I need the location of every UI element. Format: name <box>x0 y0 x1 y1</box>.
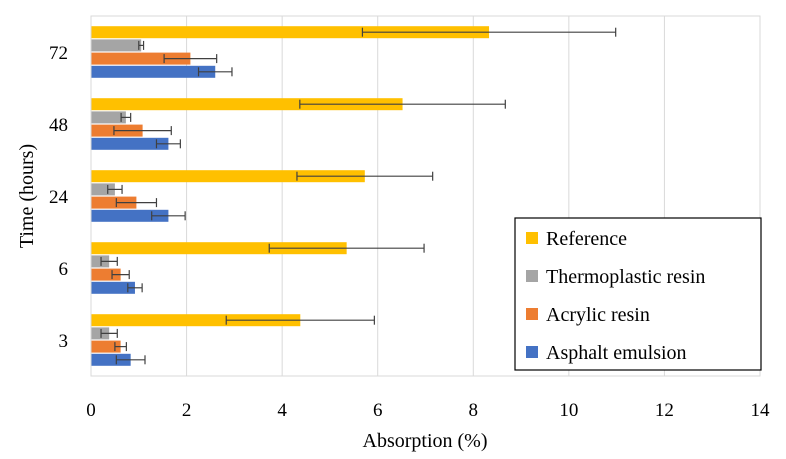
bar-thermoplastic-resin-6h <box>91 255 110 268</box>
y-tick-label: 72 <box>49 43 68 64</box>
error-bar-asphalt-emulsion-3h <box>115 355 146 365</box>
bar-thermoplastic-resin-72h <box>91 39 142 52</box>
bar-reference-6h <box>91 242 347 255</box>
x-tick-label: 4 <box>277 400 287 421</box>
plot-area-frame <box>90 15 761 377</box>
x-tick-label: 6 <box>373 400 383 421</box>
error-bar-thermoplastic-resin-48h <box>120 112 132 122</box>
x-tick-label: 8 <box>469 400 479 421</box>
error-bar-asphalt-emulsion-48h <box>155 139 181 149</box>
error-bar-reference-6h <box>268 243 425 253</box>
bar-reference-48h <box>91 98 403 111</box>
x-tick-label: 14 <box>751 400 771 421</box>
error-bar-asphalt-emulsion-72h <box>197 67 233 77</box>
x-axis-title: Absorption (%) <box>363 430 488 452</box>
legend-label-reference: Reference <box>546 228 627 250</box>
y-tick-label: 24 <box>49 187 69 208</box>
legend-swatch-asphalt-emulsion <box>526 346 538 358</box>
error-bar-acrylic-resin-6h <box>111 270 130 280</box>
error-bar-thermoplastic-resin-24h <box>107 184 123 194</box>
legend-items: Reference Thermoplastic resin Acrylic resi… <box>526 228 705 364</box>
y-tick-label: 48 <box>49 115 68 136</box>
error-bar-thermoplastic-resin-6h <box>100 256 118 266</box>
bar-asphalt-emulsion-72h <box>91 65 216 78</box>
x-tick-label: 2 <box>182 400 192 421</box>
y-tick-labels: 3 6 24 48 72 <box>49 43 69 352</box>
error-bar-acrylic-resin-72h <box>163 54 218 64</box>
y-axis-title: Time (hours) <box>16 144 38 248</box>
bar-reference-72h <box>91 26 490 39</box>
x-tick-label: 12 <box>655 400 674 421</box>
error-bar-thermoplastic-resin-3h <box>100 328 118 338</box>
legend-swatch-reference <box>526 232 538 244</box>
bar-asphalt-emulsion-6h <box>91 281 135 294</box>
error-bar-reference-24h <box>296 171 434 181</box>
bar-thermoplastic-resin-24h <box>91 183 115 196</box>
bar-thermoplastic-resin-3h <box>91 327 110 340</box>
legend: Reference Thermoplastic resin Acrylic resi… <box>514 217 762 371</box>
error-bar-layer <box>100 27 617 365</box>
y-tick-label: 6 <box>59 259 69 280</box>
x-tick-label: 10 <box>559 400 578 421</box>
legend-label-acrylic-resin: Acrylic resin <box>546 304 650 326</box>
bar-layer <box>91 26 490 366</box>
legend-frame <box>514 217 762 371</box>
x-tick-labels: 0 2 4 6 8 10 12 14 <box>86 400 770 421</box>
error-bar-reference-3h <box>225 315 375 325</box>
legend-label-thermoplastic-resin: Thermoplastic resin <box>546 266 705 288</box>
bar-asphalt-emulsion-24h <box>91 209 169 222</box>
error-bar-asphalt-emulsion-24h <box>151 211 186 221</box>
error-bar-acrylic-resin-24h <box>115 198 158 208</box>
bar-acrylic-resin-6h <box>91 268 121 281</box>
error-bar-reference-72h <box>361 27 617 37</box>
x-tick-label: 0 <box>86 400 96 421</box>
bar-acrylic-resin-3h <box>91 340 121 353</box>
bar-thermoplastic-resin-48h <box>91 111 126 124</box>
legend-label-asphalt-emulsion: Asphalt emulsion <box>546 342 687 364</box>
error-bar-thermoplastic-resin-72h <box>138 40 145 50</box>
y-tick-label: 3 <box>59 331 69 352</box>
error-bar-asphalt-emulsion-6h <box>127 283 143 293</box>
bar-reference-3h <box>91 314 301 327</box>
error-bar-reference-48h <box>299 99 506 109</box>
error-bar-acrylic-resin-48h <box>113 126 172 136</box>
bar-asphalt-emulsion-3h <box>91 353 131 366</box>
bar-acrylic-resin-72h <box>91 52 191 65</box>
legend-swatch-acrylic-resin <box>526 308 538 320</box>
bar-asphalt-emulsion-48h <box>91 137 169 150</box>
bar-acrylic-resin-24h <box>91 196 137 209</box>
legend-swatch-thermoplastic-resin <box>526 270 538 282</box>
error-bar-acrylic-resin-3h <box>114 342 127 352</box>
